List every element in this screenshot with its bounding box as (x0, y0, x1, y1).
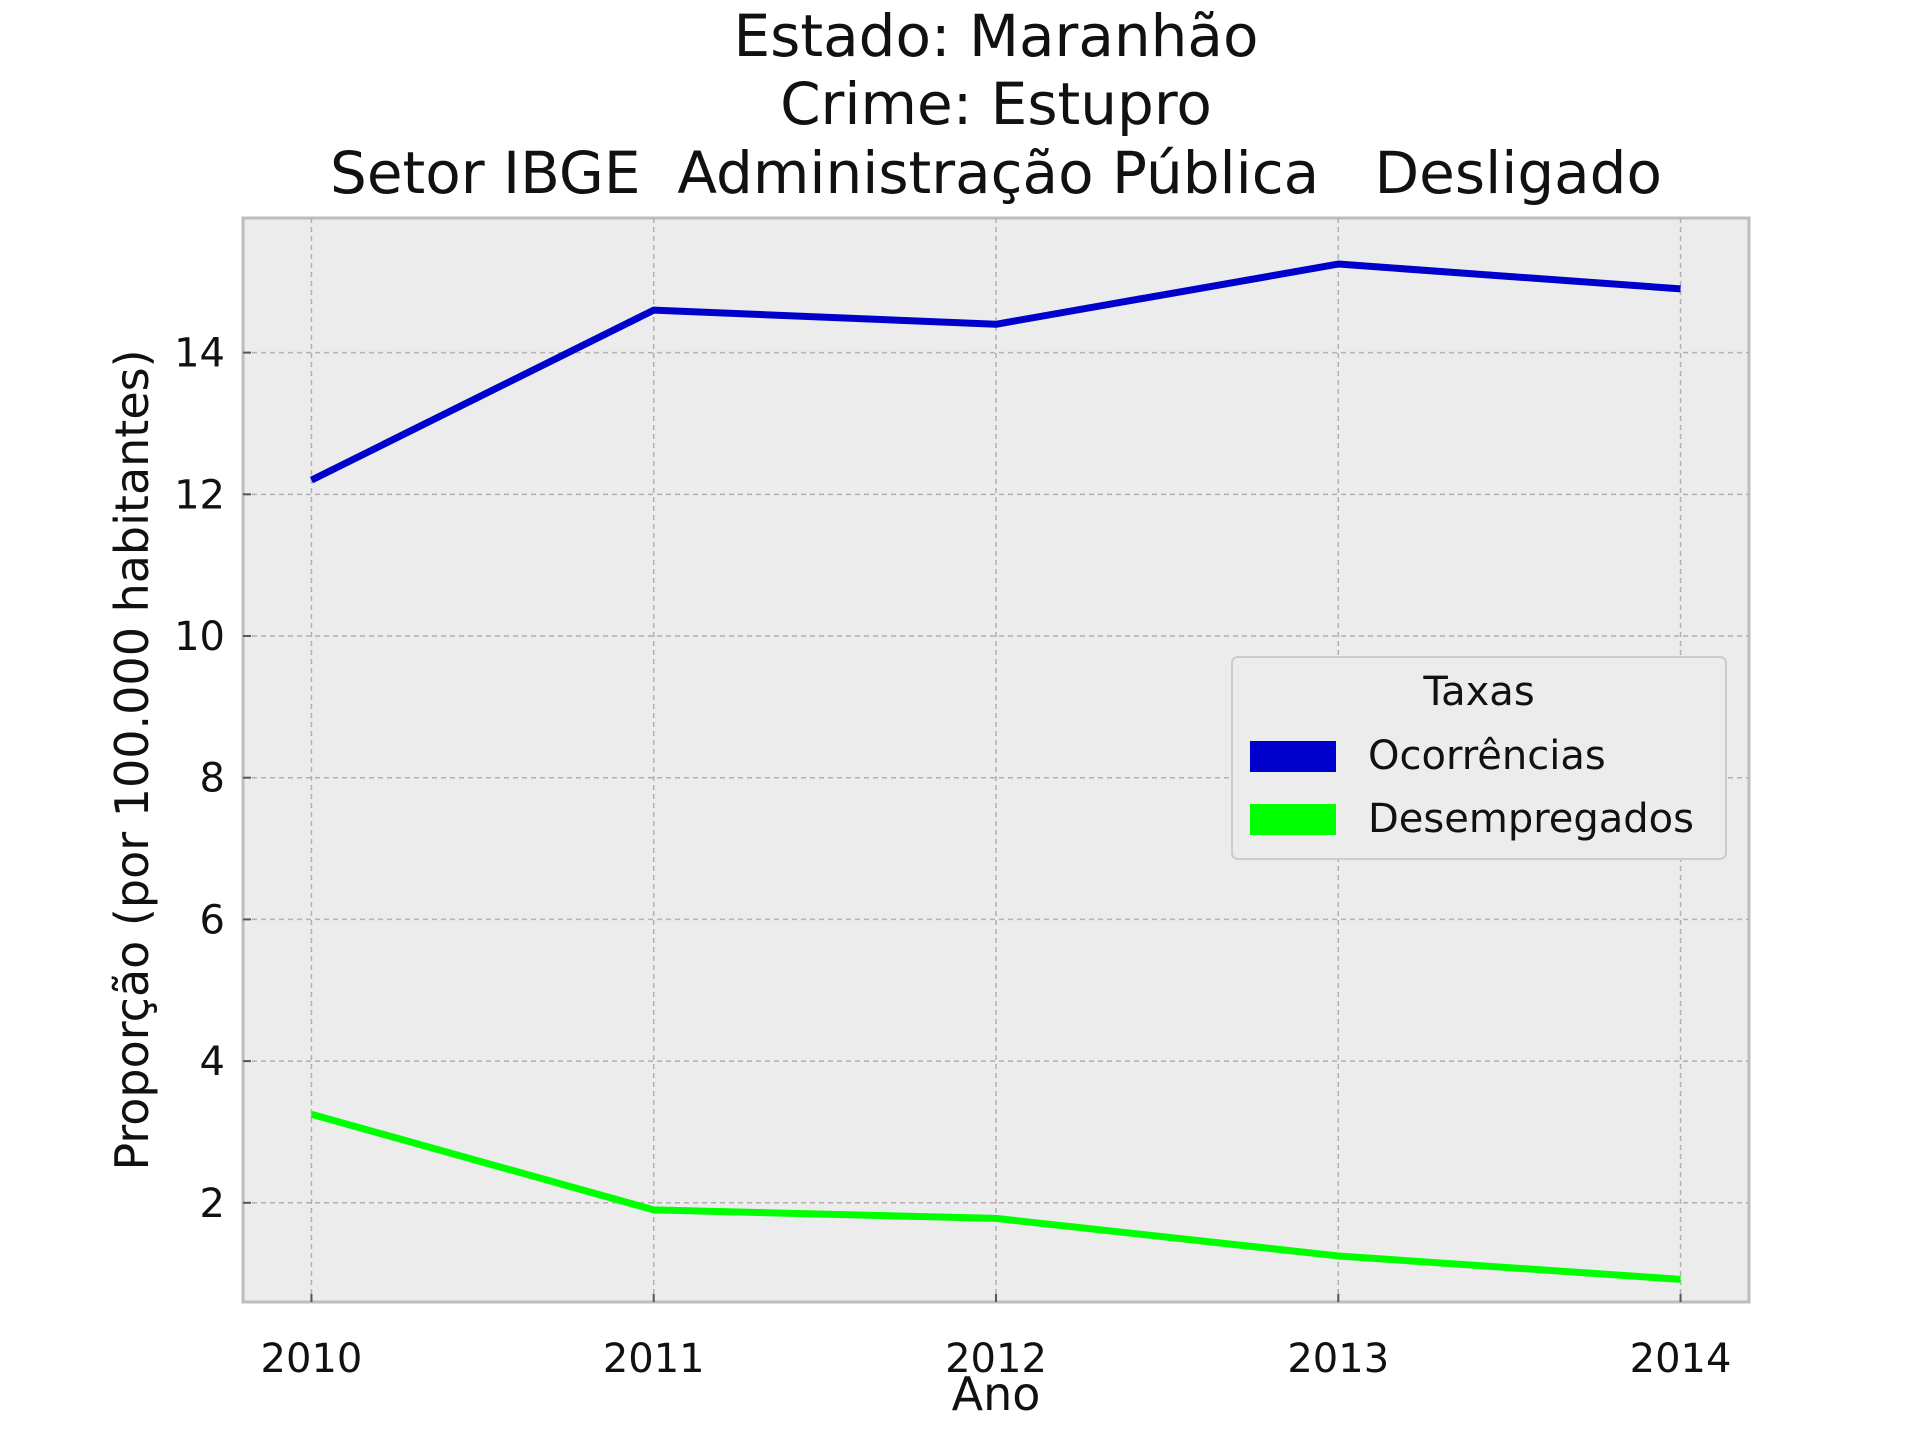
legend-swatch-desempregados (1250, 804, 1336, 835)
x-tick-label: 2010 (261, 1336, 363, 1382)
legend-label-desempregados: Desempregados (1368, 796, 1694, 842)
y-axis-ticks: 2 4 6 8 10 12 14 (174, 331, 251, 1227)
legend-title: Taxas (1422, 669, 1534, 715)
legend-label-ocorrencias: Ocorrências (1368, 733, 1606, 779)
chart-title: Estado: Maranhão Crime: Estupro Setor IB… (330, 2, 1662, 207)
y-tick-label: 4 (200, 1039, 225, 1085)
legend-box (1231, 656, 1727, 860)
legend: Taxas Ocorrências Desempregados (1231, 656, 1727, 860)
y-tick-label: 12 (174, 472, 225, 518)
x-axis-label: Ano (952, 1367, 1041, 1421)
x-tick-label: 2013 (1287, 1336, 1389, 1382)
y-tick-label: 8 (200, 756, 225, 802)
x-axis-ticks: 2010 2011 2012 2013 2014 (261, 1294, 1732, 1382)
y-tick-label: 14 (174, 331, 225, 377)
title-line-state: Estado: Maranhão (734, 2, 1259, 70)
y-tick-label: 10 (174, 614, 225, 660)
series-line-ocorrencias (309, 260, 1681, 484)
y-tick-label: 2 (200, 1181, 225, 1227)
title-line-sector: Setor IBGE Administração Pública Desliga… (330, 139, 1662, 207)
series-line-desempregados (310, 1110, 1681, 1283)
legend-swatch-ocorrencias (1250, 741, 1336, 772)
x-tick-label: 2011 (603, 1336, 705, 1382)
x-tick-label: 2012 (945, 1336, 1047, 1382)
title-line-crime: Crime: Estupro (780, 70, 1212, 138)
x-tick-label: 2014 (1630, 1336, 1732, 1382)
y-axis-label: Proporção (por 100.000 habitantes) (105, 349, 159, 1170)
grid (243, 218, 1749, 1302)
series-lines (309, 260, 1681, 1283)
y-tick-label: 6 (200, 897, 225, 943)
